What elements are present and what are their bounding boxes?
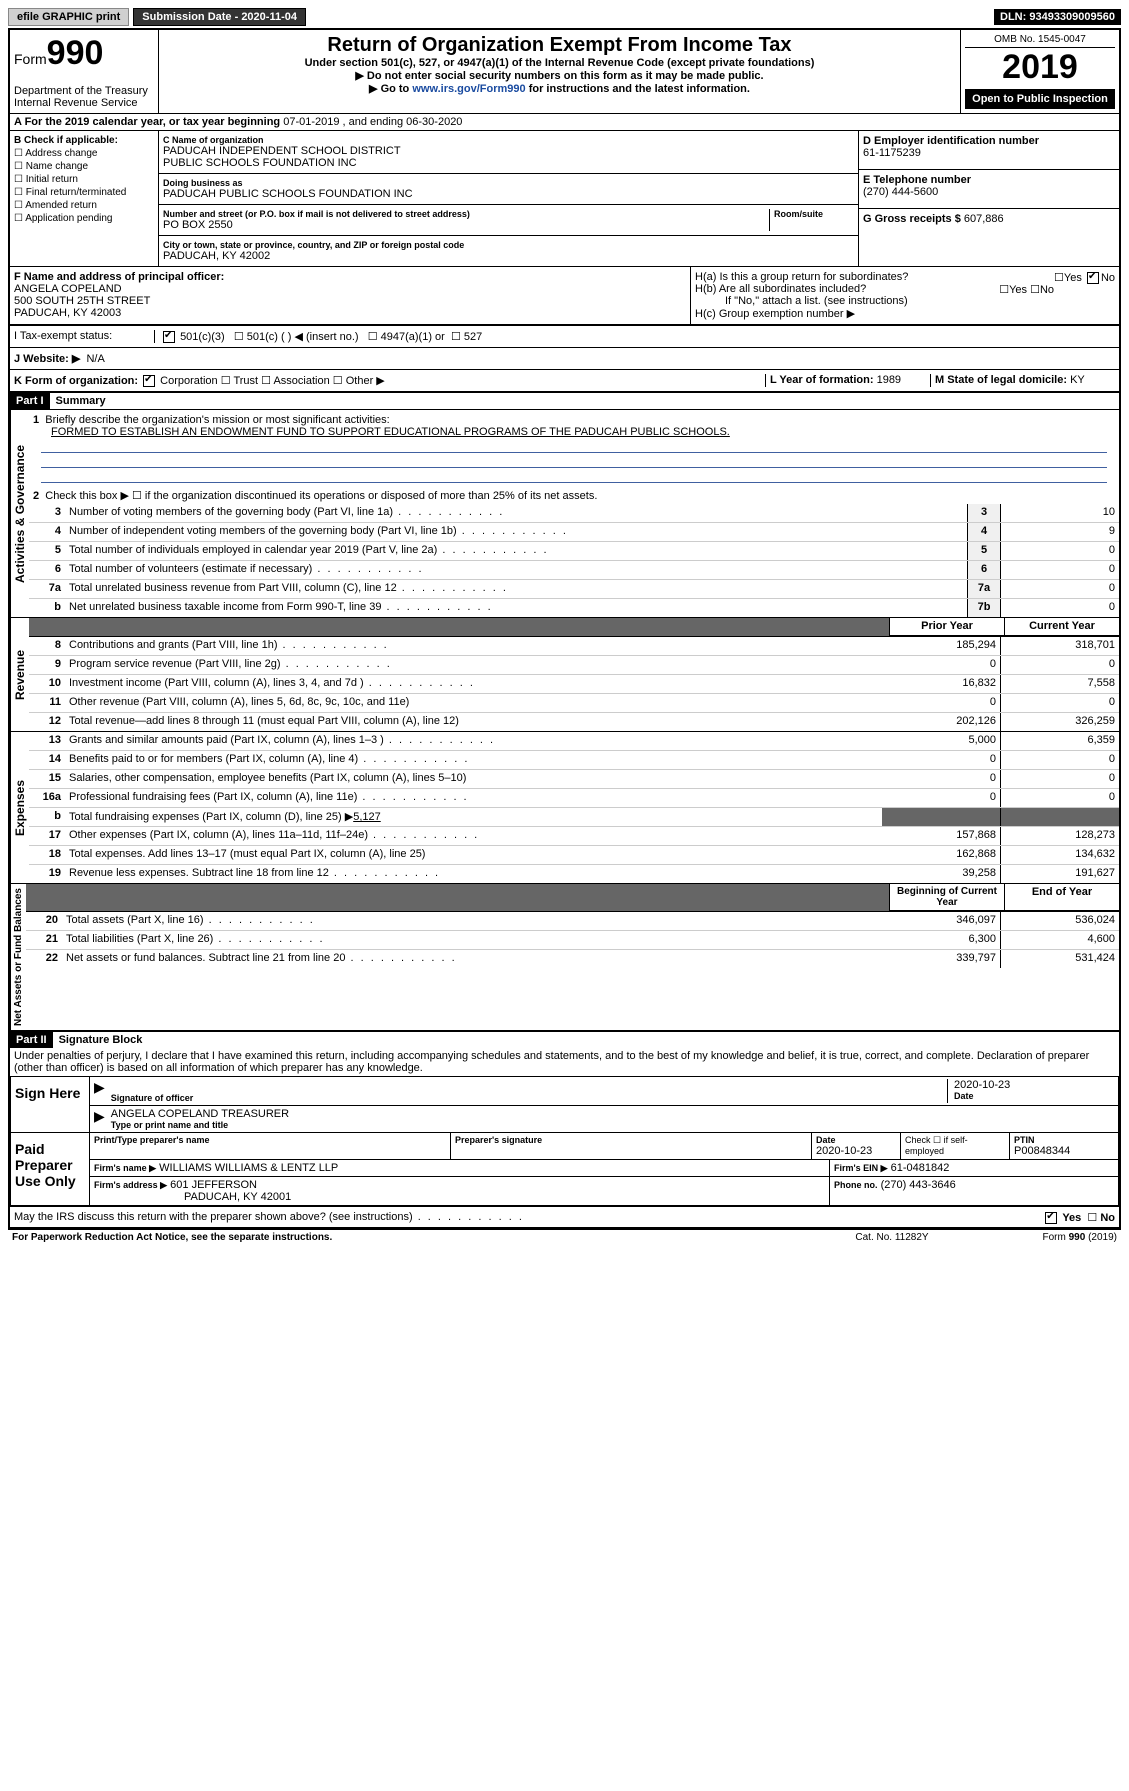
section-expenses: Expenses 13Grants and similar amounts pa… [10,732,1119,884]
signer-name: ANGELA COPELAND TREASURER [111,1108,1114,1120]
subtitle-1: Under section 501(c), 527, or 4947(a)(1)… [163,57,956,69]
phone-value: (270) 444-5600 [863,186,1115,198]
form-header: Form990 Department of the Treasury Inter… [10,30,1119,114]
efile-button[interactable]: efile GRAPHIC print [8,8,129,26]
check-applicable-col: B Check if applicable: ☐ Address change … [10,131,159,266]
form-container: Form990 Department of the Treasury Inter… [8,28,1121,1229]
sign-here-section: Sign Here ▶ Signature of officer 2020-10… [10,1077,1119,1133]
city-state-zip: PADUCAH, KY 42002 [163,250,854,262]
tax-period-row: A For the 2019 calendar year, or tax yea… [10,114,1119,131]
part2-header: Part IISignature Block [10,1032,1119,1048]
org-name-2: PUBLIC SCHOOLS FOUNDATION INC [163,157,854,169]
corp-check [143,375,155,387]
form-org-row: K Form of organization: Corporation ☐ Tr… [10,370,1119,393]
mission-text: FORMED TO ESTABLISH AN ENDOWMENT FUND TO… [33,426,730,438]
website-value: N/A [86,353,104,365]
street-address: PO BOX 2550 [163,219,769,231]
hb-no-check [1087,272,1099,284]
entity-info-grid: B Check if applicable: ☐ Address change … [10,131,1119,267]
subtitle-2: ▶ Do not enter social security numbers o… [163,69,956,82]
org-name-1: PADUCAH INDEPENDENT SCHOOL DISTRICT [163,145,854,157]
tax-status-row: I Tax-exempt status: 501(c)(3) ☐ 501(c) … [10,325,1119,348]
officer-name: ANGELA COPELAND [14,283,686,295]
website-row: J Website: ▶ N/A [10,348,1119,370]
tax-year: 2019 [965,48,1115,87]
dba-value: PADUCAH PUBLIC SCHOOLS FOUNDATION INC [163,188,854,200]
footer-row: For Paperwork Reduction Act Notice, see … [8,1229,1121,1245]
ein-value: 61-1175239 [863,147,1115,159]
irs-link[interactable]: www.irs.gov/Form990 [412,83,525,95]
discuss-yes-check [1045,1212,1057,1224]
section-revenue: Revenue Prior YearCurrent Year 8Contribu… [10,618,1119,732]
dln-label: DLN: 93493309009560 [994,9,1121,25]
irs-label: Internal Revenue Service [14,97,154,109]
omb-number: OMB No. 1545-0047 [965,34,1115,48]
form-number: Form990 [14,34,154,73]
submission-date-button[interactable]: Submission Date - 2020-11-04 [133,8,306,26]
perjury-text: Under penalties of perjury, I declare th… [10,1048,1119,1077]
subtitle-3: ▶ Go to www.irs.gov/Form990 for instruct… [163,82,956,95]
dept-label: Department of the Treasury [14,85,154,97]
officer-group-row: F Name and address of principal officer:… [10,267,1119,325]
part1-header: Part ISummary [10,393,1119,410]
open-public-badge: Open to Public Inspection [965,89,1115,109]
top-bar: efile GRAPHIC print Submission Date - 20… [8,8,1121,26]
c3-check [163,331,175,343]
paid-preparer-section: Paid Preparer Use Only Print/Type prepar… [10,1133,1119,1206]
section-netassets: Net Assets or Fund Balances Beginning of… [10,884,1119,1032]
firm-name: WILLIAMS WILLIAMS & LENTZ LLP [159,1162,338,1174]
section-activities: Activities & Governance 1 Briefly descri… [10,410,1119,618]
gross-receipts: 607,886 [964,213,1004,225]
form-title: Return of Organization Exempt From Incom… [163,34,956,57]
discuss-row: May the IRS discuss this return with the… [10,1206,1119,1227]
